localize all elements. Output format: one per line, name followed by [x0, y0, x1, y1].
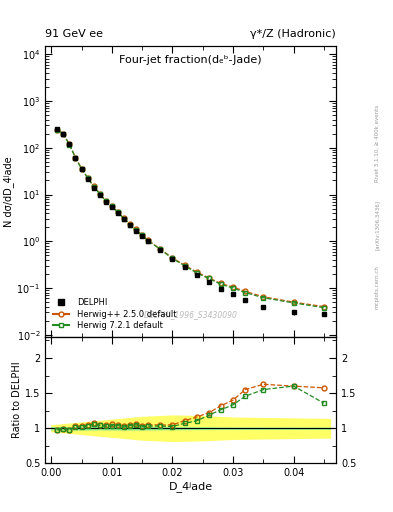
- Text: Rivet 3.1.10, ≥ 400k events: Rivet 3.1.10, ≥ 400k events: [375, 105, 380, 182]
- Text: γ*/Z (Hadronic): γ*/Z (Hadronic): [250, 29, 336, 39]
- Text: DELPHI_1996_S3430090: DELPHI_1996_S3430090: [144, 310, 237, 319]
- Text: 91 GeV ee: 91 GeV ee: [45, 29, 103, 39]
- Y-axis label: Ratio to DELPHI: Ratio to DELPHI: [12, 362, 22, 438]
- Legend: DELPHI, Herwig++ 2.5.0 default, Herwig 7.2.1 default: DELPHI, Herwig++ 2.5.0 default, Herwig 7…: [50, 296, 179, 333]
- Y-axis label: N dσ/dD_4ʲade: N dσ/dD_4ʲade: [3, 156, 14, 227]
- Text: mcplots.cern.ch: mcplots.cern.ch: [375, 265, 380, 309]
- Text: Four-jet fraction(dₑᵇ-Jade): Four-jet fraction(dₑᵇ-Jade): [119, 55, 262, 65]
- X-axis label: D_4ʲade: D_4ʲade: [169, 481, 213, 492]
- Text: [arXiv:1306.3436]: [arXiv:1306.3436]: [375, 200, 380, 250]
